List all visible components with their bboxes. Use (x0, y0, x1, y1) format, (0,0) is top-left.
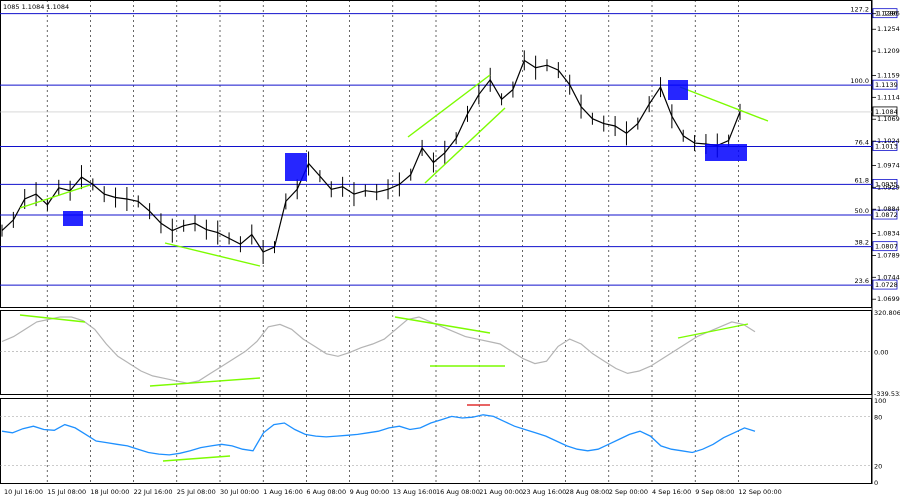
price-tick-label: 1.1159 (877, 71, 900, 79)
time-label: 4 Sep 16:00 (652, 488, 691, 496)
price-tick-label: 1.0884 (877, 205, 900, 213)
time-label: 2 Sep 00:00 (609, 488, 648, 496)
fib-level-pct: 76.4 (855, 138, 869, 146)
time-label: 28 Aug 08:00 (566, 488, 610, 496)
fib-level-pct: 50.0 (855, 207, 869, 215)
time-label: 9 Sep 08:00 (695, 488, 734, 496)
cci-trend-line (19, 314, 86, 323)
current-price-tag (872, 106, 898, 117)
cci-trend-line (394, 316, 491, 334)
price-tick-label: 1.0834 (877, 230, 900, 238)
header-text: 1085 1.1084 1.1084 (3, 3, 69, 11)
cci-trend-line (677, 323, 749, 339)
time-label: 18 Jul 00:00 (90, 488, 129, 496)
fib-price-label: 1.0807 (875, 243, 898, 251)
fib-price-tag (872, 279, 898, 290)
cci-tick-label: -339.532 (874, 390, 900, 398)
trend-line (164, 242, 261, 267)
price-tick-label: 1.0789 (877, 251, 900, 259)
trend-line (679, 86, 769, 122)
fib-price-label: 1.0935 (875, 180, 898, 188)
fib-price-tag (872, 8, 898, 19)
fib-level-pct: 38.2 (855, 239, 869, 247)
fib-price-tag (872, 79, 898, 90)
highlight-box (668, 80, 688, 100)
current-price-label: 1.1084 (875, 108, 898, 116)
price-tick-label: 1.1209 (877, 47, 900, 55)
rsi-tick-label: 80 (874, 413, 882, 421)
price-tick-label: 1.1286 (877, 10, 900, 18)
fib-price-label: 1.1286 (875, 10, 898, 18)
time-label: 1 Aug 16:00 (263, 488, 303, 496)
fib-price-tag (872, 141, 898, 151)
cci-tick-label: 0.00 (874, 348, 888, 356)
trend-line (407, 74, 491, 138)
highlight-box (285, 153, 307, 181)
price-tick-label: 1.0744 (877, 273, 900, 281)
fib-level-pct: 23.6 (855, 277, 869, 285)
fib-price-tag (872, 241, 898, 252)
fib-price-tag (872, 178, 898, 189)
rsi-tick-label: 20 (874, 463, 882, 471)
time-label: 10 Jul 16:00 (4, 488, 43, 496)
price-tick-label: 1.0974 (877, 161, 900, 169)
time-label: 6 Aug 08:00 (306, 488, 346, 496)
trend-line (19, 184, 91, 209)
time-label: 15 Jul 08:00 (47, 488, 86, 496)
fib-price-label: 1.0872 (875, 211, 898, 219)
highlight-box (705, 144, 747, 161)
cci-trend-line (149, 377, 261, 387)
rsi-tick-label: 100 (874, 397, 886, 405)
price-tick-label: 1.1069 (877, 115, 900, 123)
rsi-tick-label: 0 (874, 479, 878, 487)
cci-line (1, 316, 756, 384)
time-label: 23 Aug 16:00 (522, 488, 566, 496)
fib-level-pct: 100.0 (850, 77, 869, 85)
fib-price-label: 1.0728 (875, 281, 898, 289)
rsi-trend-line (162, 455, 231, 462)
price-tick-label: 1.0929 (877, 183, 900, 191)
time-label: 12 Sep 00:00 (738, 488, 781, 496)
price-tick-label: 1.1024 (877, 137, 900, 145)
fib-price-label: 1.1013 (875, 142, 898, 150)
time-label: 16 Aug 08:00 (436, 488, 480, 496)
fib-price-tag (872, 209, 898, 220)
time-label: 25 Jul 08:00 (177, 488, 216, 496)
cci-tick-label: 320.8062 (874, 309, 900, 317)
time-label: 21 Aug 00:00 (479, 488, 523, 496)
price-line (1, 59, 741, 253)
time-label: 22 Jul 16:00 (134, 488, 173, 496)
highlight-box (63, 211, 83, 226)
price-tick-label: 1.1254 (877, 25, 900, 33)
trend-line (424, 107, 506, 184)
fib-level-pct: 127.2 (850, 6, 869, 14)
fib-price-label: 1.1139 (875, 81, 898, 89)
fib-level-pct: 61.8 (855, 176, 869, 184)
price-tick-label: 1.1114 (877, 93, 900, 101)
time-label: 9 Aug 00:00 (350, 488, 390, 496)
time-label: 30 Jul 00:00 (220, 488, 259, 496)
rsi-line (1, 414, 756, 456)
price-tick-label: 1.0699 (877, 295, 900, 303)
time-label: 13 Aug 16:00 (393, 488, 437, 496)
